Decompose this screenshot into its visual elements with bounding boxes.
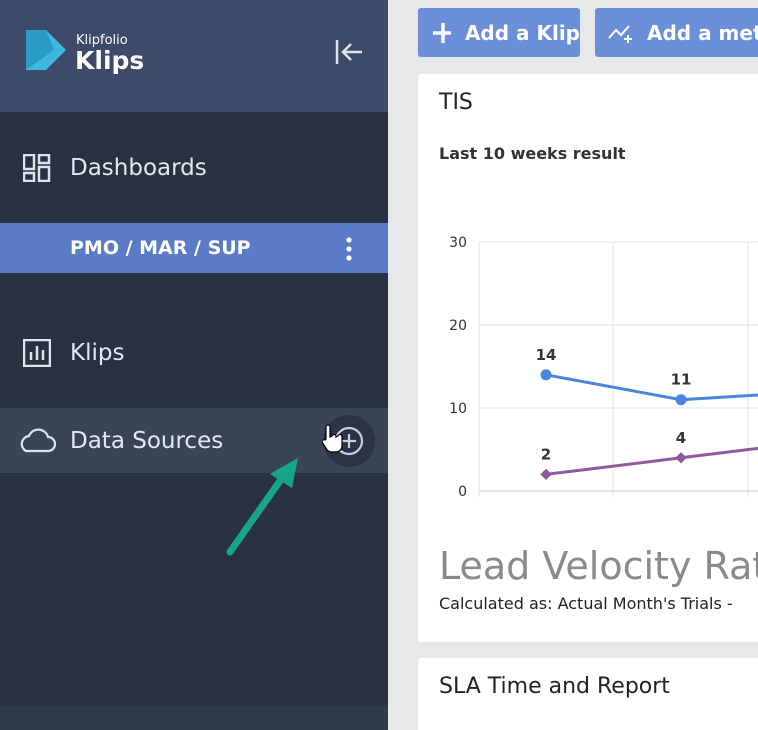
add-data-source-button[interactable] (322, 415, 376, 467)
metric-icon (608, 24, 632, 43)
data-point (540, 468, 552, 481)
klip-title: TIS (439, 90, 473, 115)
data-point (540, 369, 552, 381)
button-label: Add a metric (647, 20, 758, 45)
dashboards-icon (23, 153, 51, 182)
nav-dashboard-item[interactable]: PMO / MAR / SUP (0, 223, 388, 273)
series-line (545, 373, 758, 402)
metric-heading: Lead Velocity Rate (439, 544, 758, 588)
data-label: 11 (671, 371, 692, 389)
data-point (675, 394, 687, 406)
nav-label: PMO / MAR / SUP (70, 237, 251, 259)
nav-label: Klips (70, 339, 125, 366)
series-line (545, 446, 758, 476)
y-tick-label: 20 (449, 318, 467, 334)
nav-dashboards[interactable]: Dashboards (0, 140, 388, 195)
sidebar-header (0, 0, 388, 112)
sidebar: Klipfolio Klips Dashboards PMO / MAR / S… (0, 0, 388, 730)
klip-title: SLA Time and Report (439, 674, 670, 699)
line-chart: 0102030141112246 (449, 235, 758, 500)
nav-label: Data Sources (70, 427, 224, 454)
cloud-icon (20, 427, 57, 452)
nav-label: Dashboards (70, 154, 207, 181)
logo-large: Klips (75, 46, 145, 75)
data-label: 14 (536, 346, 557, 364)
sidebar-footer (0, 706, 388, 730)
y-tick-label: 10 (449, 401, 467, 417)
y-tick-label: 0 (458, 484, 467, 500)
klip-card: SLA Time and Report (418, 658, 758, 730)
plus-icon (433, 22, 451, 43)
logo-small: Klipfolio (76, 33, 128, 48)
add-metric-button[interactable]: Add a metric (595, 8, 758, 57)
logo-icon (26, 30, 66, 70)
nav-data-sources[interactable]: Data Sources (0, 408, 388, 473)
data-label: 4 (676, 429, 686, 447)
nav-klips[interactable]: Klips (0, 325, 388, 380)
more-menu[interactable] (345, 236, 353, 262)
button-label: Add a Klip (464, 20, 580, 45)
metric-note: Calculated as: Actual Month's Trials - (439, 594, 733, 613)
y-tick-label: 30 (449, 235, 467, 251)
add-klip-button[interactable]: Add a Klip (418, 8, 580, 57)
data-point (675, 452, 687, 464)
chart-subtitle: Last 10 weeks result (439, 144, 626, 163)
collapse-button[interactable] (334, 38, 364, 66)
data-label: 2 (541, 445, 551, 463)
klip-card: TIS Last 10 weeks result 010203014111224… (418, 74, 758, 642)
annotation-arrow (226, 458, 298, 556)
klips-icon (23, 338, 51, 367)
